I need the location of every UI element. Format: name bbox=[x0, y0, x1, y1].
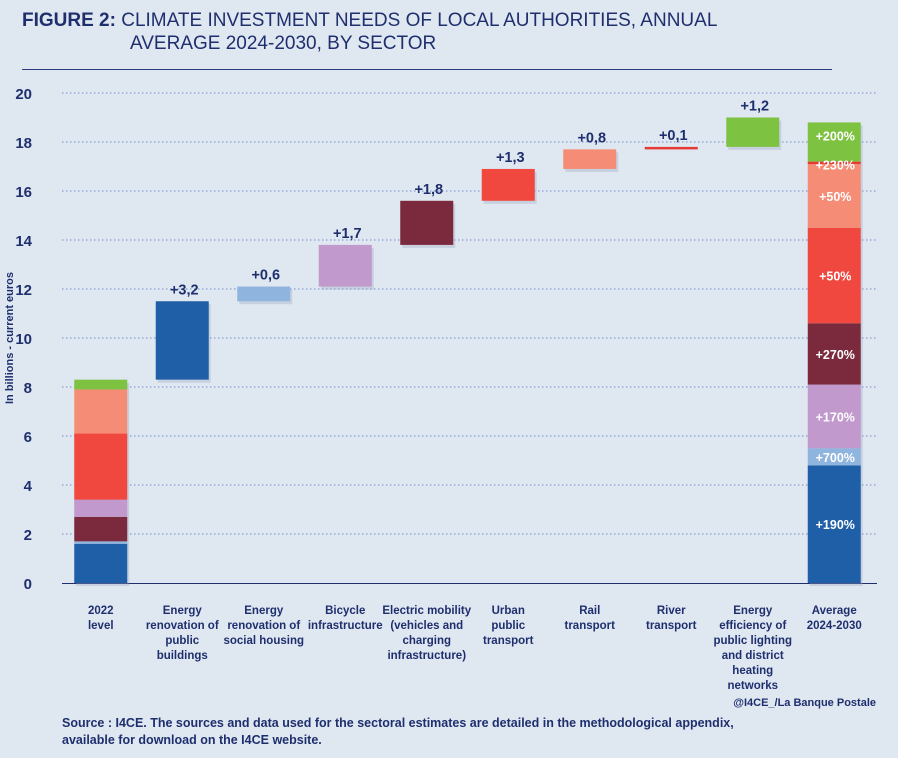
x-category-label: Energy renovation of social housing bbox=[223, 605, 304, 647]
figure-label: FIGURE 2: bbox=[22, 10, 116, 31]
y-tick-label: 6 bbox=[24, 429, 32, 446]
average-growth-label: +700% bbox=[816, 451, 855, 465]
y-tick-label: 16 bbox=[15, 184, 32, 201]
bar-average-electric_mobility bbox=[807, 323, 861, 385]
x-category-label: Urban public transport bbox=[483, 605, 534, 647]
bar-average-urban_transport bbox=[807, 227, 861, 324]
bar-2022-social_housing bbox=[74, 541, 128, 544]
increment-value-label: +0,1 bbox=[659, 128, 688, 144]
increment-value-label: +0,8 bbox=[577, 130, 606, 146]
chart-title: FIGURE 2: CLIMATE INVESTMENT NEEDS OF LO… bbox=[22, 9, 842, 55]
y-tick-label: 8 bbox=[24, 380, 32, 397]
bar-2022-energy_efficiency bbox=[74, 379, 128, 390]
source-text: I4CE. The sources and data used for the … bbox=[62, 716, 734, 747]
increment-value-label: +1,3 bbox=[496, 150, 525, 166]
average-growth-label: +190% bbox=[816, 518, 855, 532]
increment-value-label: +1,8 bbox=[414, 182, 443, 198]
bar-increment-social_housing bbox=[237, 286, 291, 302]
waterfall-chart: 0 2 4 6 8 10 12 14 16 18 20 In billions - current e… bbox=[4, 86, 877, 692]
bar-2022-public_buildings bbox=[74, 543, 128, 583]
bar-average-public_buildings bbox=[807, 465, 861, 583]
bar-average-river bbox=[807, 161, 861, 165]
x-category-label: Energy renovation of public buildings bbox=[146, 605, 219, 662]
title-divider bbox=[22, 69, 832, 70]
bar-2022-rail bbox=[74, 389, 128, 434]
bar-2022-electric_mobility bbox=[74, 516, 128, 542]
bar-increment-urban_transport bbox=[481, 168, 535, 201]
x-category-label: River transport bbox=[646, 605, 697, 632]
source-note: Source : I4CE. The sources and data used… bbox=[62, 715, 762, 749]
x-category-label: Energy efficiency of public lighting and di… bbox=[713, 605, 792, 692]
increment-value-label: +3,2 bbox=[170, 282, 199, 298]
title-line-2: AVERAGE 2024-2030, BY SECTOR bbox=[130, 33, 437, 54]
bar-increment-rail bbox=[563, 149, 617, 169]
x-category-label: Average 2024-2030 bbox=[807, 605, 862, 632]
y-tick-label: 20 bbox=[15, 86, 32, 103]
bar-increment-public_buildings bbox=[155, 301, 209, 380]
bar-increment-electric_mobility bbox=[400, 200, 454, 245]
increment-value-label: +1,2 bbox=[740, 99, 769, 115]
title-line-1: CLIMATE INVESTMENT NEEDS OF LOCAL AUTHOR… bbox=[121, 10, 718, 31]
bar-average-bicycle bbox=[807, 384, 861, 449]
y-tick-label: 0 bbox=[24, 576, 32, 593]
credit-line: @I4CE_/La Banque Postale bbox=[733, 697, 876, 709]
bar-2022-urban_transport bbox=[74, 433, 128, 500]
source-label: Source : bbox=[62, 716, 113, 730]
x-category-label: Bicycle infrastructure bbox=[308, 605, 383, 632]
average-growth-label: +50% bbox=[819, 190, 851, 204]
increment-value-label: +1,7 bbox=[333, 226, 362, 242]
bar-average-social_housing bbox=[807, 448, 861, 466]
bar-average-energy_efficiency bbox=[807, 122, 861, 162]
bar-2022-bicycle bbox=[74, 499, 128, 517]
average-growth-label: +270% bbox=[816, 348, 855, 362]
bar-increment-bicycle bbox=[318, 244, 372, 287]
average-growth-label: +230% bbox=[816, 159, 855, 173]
x-category-label: Electric mobility (vehicles and charging in… bbox=[382, 605, 471, 662]
y-tick-label: 2 bbox=[24, 527, 32, 544]
bar-increment-energy_efficiency bbox=[726, 117, 780, 147]
y-tick-label: 10 bbox=[15, 331, 32, 348]
average-growth-label: +200% bbox=[816, 129, 855, 143]
average-growth-label: +170% bbox=[816, 410, 855, 424]
y-axis-label: In billions - current euros bbox=[4, 272, 16, 404]
bar-average-rail bbox=[807, 164, 861, 228]
bar-increment-river bbox=[644, 146, 698, 150]
y-tick-label: 18 bbox=[15, 135, 32, 152]
x-category-label: 2022 level bbox=[88, 605, 114, 632]
y-tick-label: 12 bbox=[15, 282, 32, 299]
increment-value-label: +0,6 bbox=[251, 268, 280, 284]
average-growth-label: +50% bbox=[819, 270, 851, 284]
y-tick-label: 14 bbox=[15, 233, 32, 250]
x-category-label: Rail transport bbox=[565, 605, 616, 632]
y-tick-label: 4 bbox=[24, 478, 33, 495]
